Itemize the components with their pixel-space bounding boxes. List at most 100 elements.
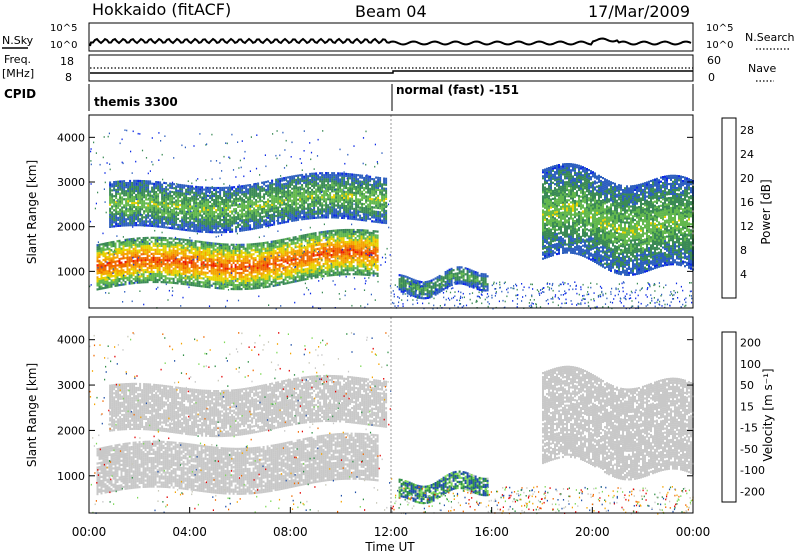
echo-cell (326, 254, 329, 257)
echo-cell (231, 188, 234, 191)
echo-cell (120, 267, 123, 270)
echo-cell (195, 207, 198, 211)
echo-cell (302, 254, 305, 257)
echo-cell (220, 257, 223, 260)
echo-cell (172, 259, 175, 262)
echo-cell (300, 267, 303, 270)
echo-cell (313, 176, 316, 179)
echo-cell (254, 285, 257, 288)
echo-cell (220, 279, 223, 282)
echo-cell (277, 218, 280, 221)
echo-cell (280, 263, 283, 266)
echo-cell (137, 214, 140, 217)
echo-cell (334, 253, 337, 256)
cpid-segment-0: themis 3300 (94, 95, 178, 109)
echo-cell (96, 284, 99, 287)
echo-cell (325, 210, 328, 213)
echo-cell (246, 251, 249, 254)
echo-cell (235, 216, 238, 219)
echo-cell (326, 238, 329, 241)
echo-cell (337, 184, 340, 187)
echo-cell (183, 202, 186, 205)
echo-cell (274, 242, 277, 245)
echo-cell (252, 263, 255, 266)
echo-cell (266, 271, 269, 274)
echo-cell (302, 268, 305, 271)
echo-cell (238, 288, 241, 291)
echo-cell (197, 204, 200, 207)
noise-strip: N.Sky 10^5 10^0 10^5 10^0 N.Search (2, 22, 795, 52)
echo-cell (254, 275, 257, 278)
echo-cell (255, 205, 258, 208)
echo-cell (111, 221, 114, 224)
echo-cell (207, 212, 210, 216)
echo-cell (213, 188, 216, 192)
echo-cell (219, 209, 222, 212)
echo-cell (229, 226, 232, 229)
echo-cell (272, 240, 275, 243)
echo-cell (227, 186, 230, 189)
echo-cell (165, 216, 168, 219)
echo-cell (189, 217, 192, 220)
echo-cell (141, 216, 144, 219)
echo-cell (273, 187, 276, 190)
echo-cell (158, 258, 161, 262)
echo-cell (313, 196, 316, 199)
echo-cell (106, 274, 109, 277)
echo-cell (316, 235, 319, 238)
echo-cell (332, 251, 335, 254)
echo-cell (366, 241, 369, 244)
echo-cell (118, 249, 121, 252)
echo-cell (128, 244, 131, 247)
echo-cell (324, 248, 327, 251)
echo-cell (208, 258, 211, 261)
echo-cell (225, 200, 228, 203)
echo-cell (254, 283, 257, 286)
echo-cell (342, 239, 345, 242)
echo-cell (201, 226, 204, 229)
echo-cell (173, 197, 176, 200)
echo-cell (109, 207, 112, 210)
echo-cell (150, 274, 153, 278)
echo-cell (183, 208, 186, 211)
echo-cell (189, 225, 192, 228)
echo-cell (159, 183, 162, 186)
echo-cell (176, 258, 179, 261)
echo-cell (346, 251, 349, 254)
echo-cell (340, 241, 343, 244)
echo-cell (194, 276, 197, 279)
echo-cell (264, 275, 267, 279)
echo-cell (210, 276, 213, 279)
echo-cell (197, 206, 200, 209)
echo-cell (344, 230, 347, 234)
echo-cell (199, 196, 202, 199)
echo-cell (272, 256, 275, 259)
echo-cell (163, 206, 166, 209)
echo-cell (243, 186, 246, 190)
echo-cell (339, 188, 342, 191)
echo-cell (106, 286, 109, 289)
echo-cell (326, 268, 329, 271)
echo-cell (163, 214, 166, 217)
echo-cell (182, 272, 185, 275)
echo-cell (226, 279, 229, 282)
echo-cell (151, 206, 154, 209)
echo-cell (205, 222, 208, 225)
echo-cell (118, 271, 121, 275)
echo-cell (214, 248, 217, 251)
echo-cell (255, 217, 258, 220)
echo-cell (252, 269, 255, 272)
echo-cell (265, 211, 268, 214)
echo-cell (244, 261, 247, 264)
echo-cell (227, 220, 230, 223)
echo-cell (128, 272, 131, 275)
echo-cell (143, 210, 146, 213)
echo-cell (256, 266, 259, 269)
echo-cell (276, 263, 279, 266)
echo-cell (249, 188, 252, 191)
echo-cell (135, 216, 138, 219)
echo-cell (204, 253, 207, 256)
echo-cell (370, 233, 373, 237)
echo-cell (157, 219, 160, 222)
echo-cell (295, 186, 298, 190)
